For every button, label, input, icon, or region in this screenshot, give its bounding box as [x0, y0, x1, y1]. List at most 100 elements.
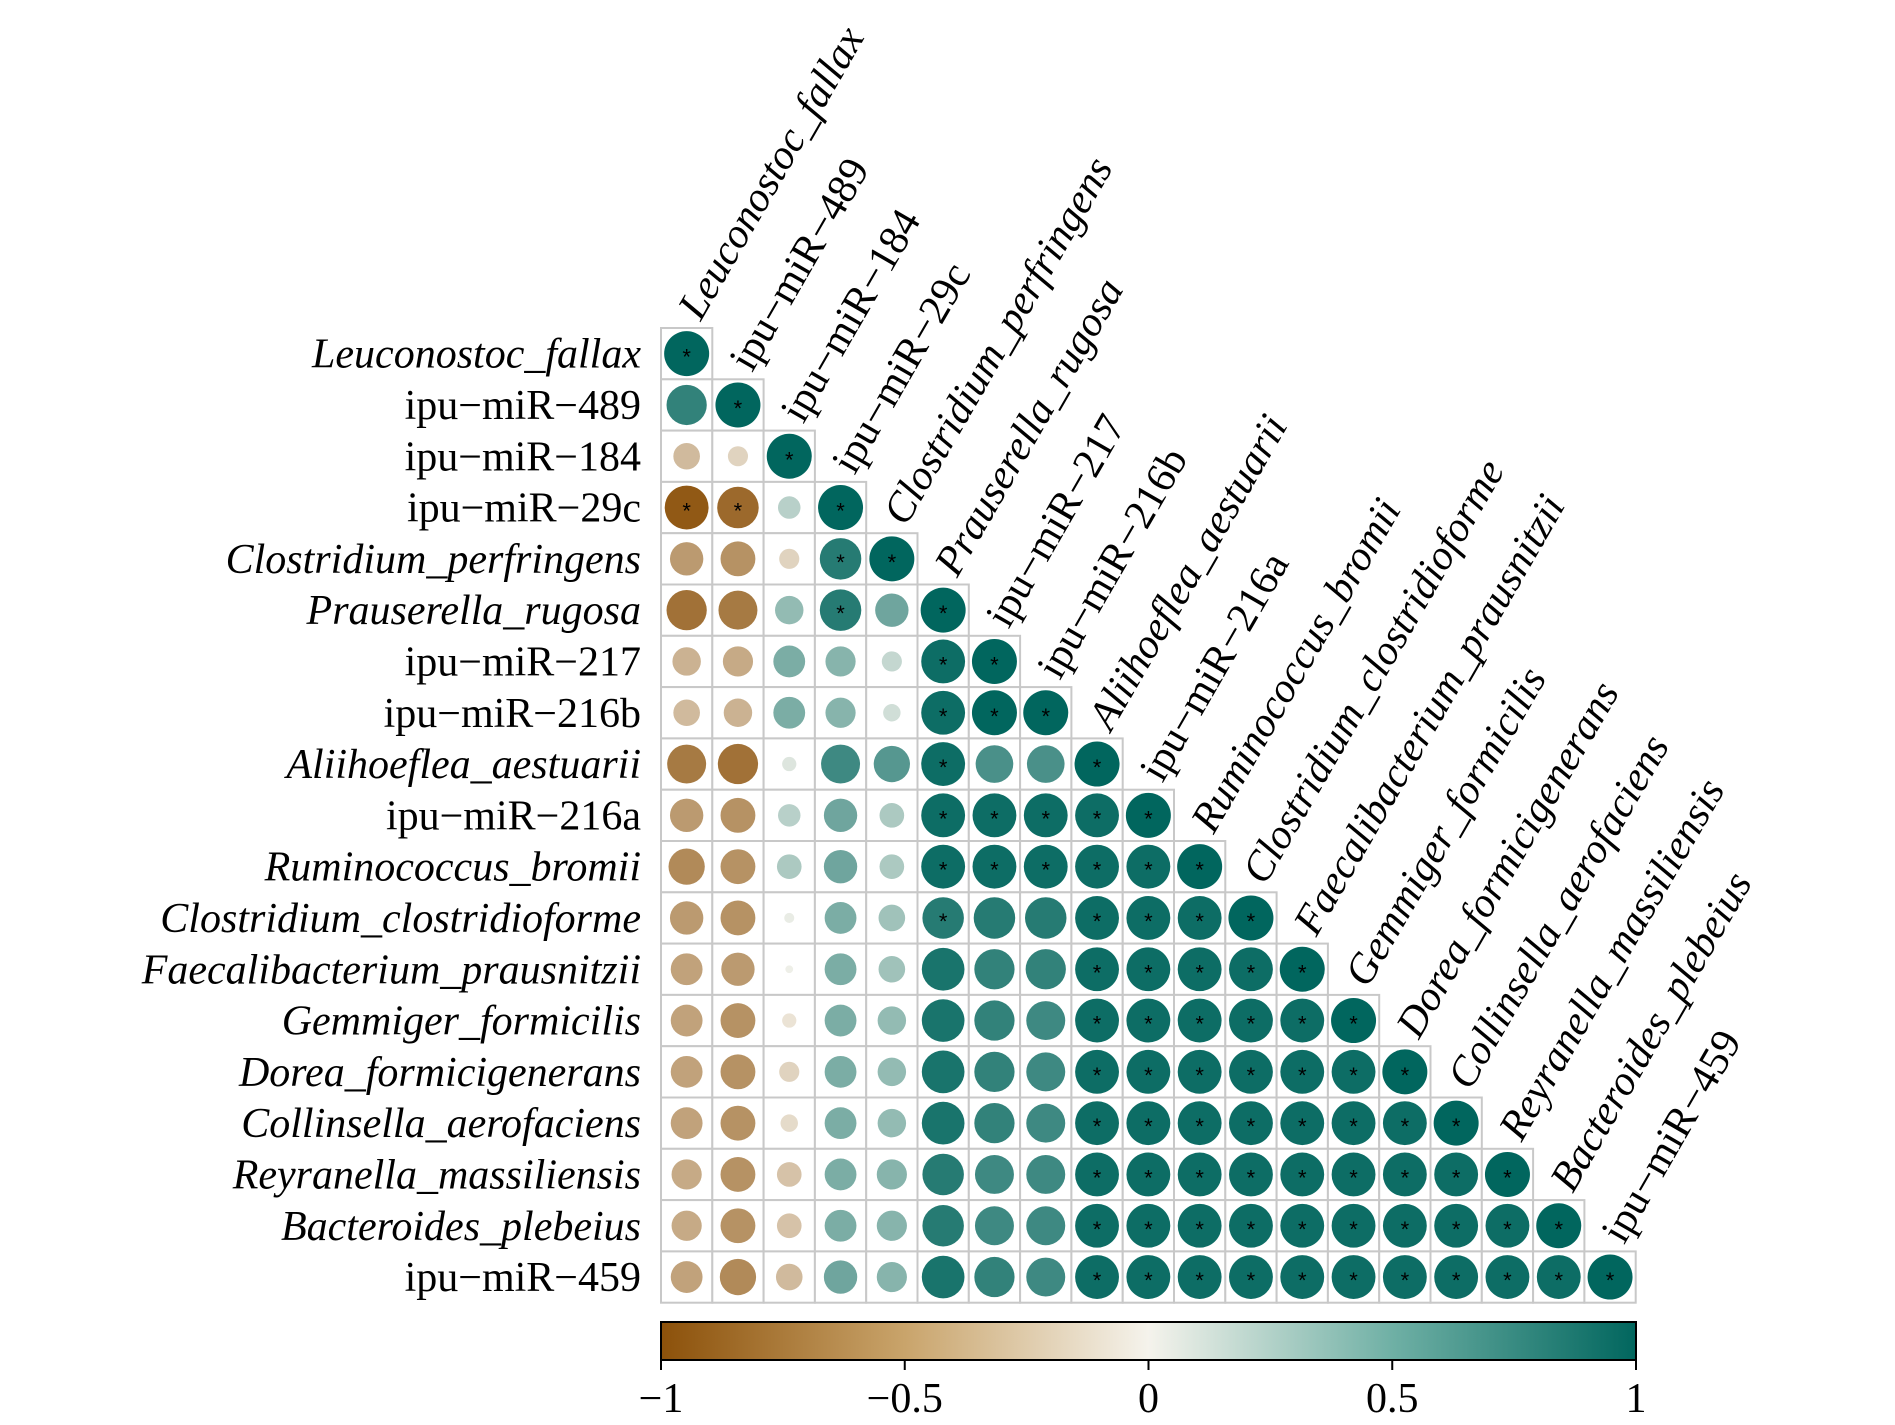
correlation-circle [974, 1154, 1014, 1194]
correlation-circle [776, 1213, 802, 1239]
correlation-circle [824, 902, 857, 934]
correlation-circle [1229, 998, 1273, 1043]
correlation-circle [1177, 998, 1222, 1043]
significance-marker: * [1195, 960, 1204, 985]
correlation-circle [1026, 745, 1065, 783]
significance-marker: * [1093, 1268, 1102, 1293]
correlation-circle [720, 1003, 756, 1038]
correlation-circle [718, 590, 758, 630]
correlation-circle [1484, 1151, 1530, 1197]
correlation-circle [1382, 1255, 1427, 1299]
correlation-circle [819, 589, 862, 631]
correlation-circle [666, 384, 707, 426]
column-labels: Leuconostoc_fallaxipu−miR−489ipu−miR−184… [669, 19, 1761, 1251]
correlation-circle [972, 844, 1017, 889]
row-labels: Leuconostoc_fallax ipu−miR−489 ipu−miR−184… [141, 332, 642, 1301]
significance-marker: * [1093, 858, 1102, 883]
significance-marker: * [1195, 858, 1204, 883]
significance-marker: * [1247, 1165, 1256, 1190]
correlation-circle [1331, 998, 1377, 1044]
significance-marker: * [1298, 1165, 1307, 1190]
significance-marker: * [1093, 1165, 1102, 1190]
correlation-circle [975, 745, 1014, 783]
correlation-circle [875, 593, 909, 627]
correlation-circle [1280, 1049, 1325, 1094]
row-label: Leuconostoc_fallax [311, 332, 641, 378]
correlation-circle [717, 743, 759, 785]
significance-marker: * [1144, 960, 1153, 985]
significance-marker: * [1093, 909, 1102, 934]
correlation-circle [723, 698, 753, 727]
correlation-circle [1587, 1254, 1633, 1300]
row-label: ipu−miR−29c [407, 486, 641, 532]
significance-marker: * [1093, 960, 1102, 985]
correlation-circle [720, 797, 756, 833]
correlation-circle [775, 595, 804, 625]
significance-marker: * [1298, 1012, 1307, 1037]
correlation-circle [1075, 1049, 1119, 1094]
correlation-circle [720, 541, 756, 577]
correlation-circle [1126, 1101, 1171, 1146]
significance-marker: * [1247, 909, 1256, 934]
significance-marker: * [1144, 909, 1153, 934]
correlation-circle [1177, 1152, 1222, 1197]
correlation-circle [972, 793, 1017, 838]
significance-marker: * [1503, 1268, 1512, 1293]
correlation-circle [921, 947, 965, 991]
significance-marker: * [1349, 1063, 1358, 1088]
correlation-circle [1075, 947, 1119, 992]
correlation-circle [779, 548, 800, 569]
correlation-circle [1382, 1049, 1428, 1095]
correlation-circle [1228, 895, 1274, 941]
correlation-circle [879, 803, 905, 828]
correlation-circle [1126, 896, 1171, 940]
row-label: Reyranella_massiliensis [232, 1152, 641, 1198]
correlation-circle [878, 904, 906, 932]
correlation-circle [671, 1210, 702, 1241]
correlation-circle [825, 697, 856, 728]
correlation-grid: * * * * * * * * * * * * * * * * * * * * * * * * * * * * * * * * * * * * * * * *… [660, 327, 1637, 1304]
correlation-circle [920, 587, 966, 633]
correlation-circle [883, 704, 901, 722]
correlation-circle [974, 1206, 1014, 1246]
correlation-circle [1026, 1154, 1066, 1194]
correlation-circle [825, 646, 856, 677]
correlation-circle [823, 849, 858, 884]
significance-marker: * [1554, 1217, 1563, 1242]
significance-marker: * [1452, 1268, 1461, 1293]
correlation-circle [1280, 1101, 1325, 1146]
correlation-circle [673, 699, 700, 727]
significance-marker: * [939, 755, 948, 780]
correlation-circle [775, 1263, 803, 1291]
correlation-circle [717, 486, 759, 529]
row-label: Aliihoeflea_aestuarii [283, 742, 641, 788]
correlation-circle [876, 1210, 907, 1241]
correlation-circle [974, 1051, 1015, 1092]
correlation-circle [973, 897, 1016, 939]
significance-marker: * [836, 499, 845, 524]
correlation-circle [922, 897, 964, 939]
row-label: Faecalibacterium_prausnitzii [141, 947, 641, 993]
correlation-circle [824, 1004, 857, 1037]
row-label: ipu−miR−489 [405, 383, 641, 429]
correlation-circle [1126, 1049, 1171, 1094]
correlation-circle [922, 1205, 964, 1247]
correlation-circle [1023, 844, 1068, 889]
correlation-circle [1075, 1152, 1119, 1197]
significance-marker: * [1195, 1217, 1204, 1242]
row-label: ipu−miR−216a [386, 793, 641, 839]
correlation-circle [821, 744, 861, 784]
correlation-circle [1331, 1049, 1376, 1094]
correlation-circle [876, 1261, 907, 1293]
correlation-circle [773, 696, 806, 729]
correlation-circle [1126, 947, 1171, 992]
correlation-circle [974, 1256, 1015, 1298]
correlation-circle [719, 1258, 757, 1296]
significance-marker: * [785, 447, 794, 472]
correlation-circle [877, 1108, 907, 1138]
significance-marker: * [1349, 1217, 1358, 1242]
correlation-circle [670, 1055, 703, 1088]
correlation-circle [824, 1158, 857, 1191]
row-label: Prauserella_rugosa [306, 588, 641, 634]
